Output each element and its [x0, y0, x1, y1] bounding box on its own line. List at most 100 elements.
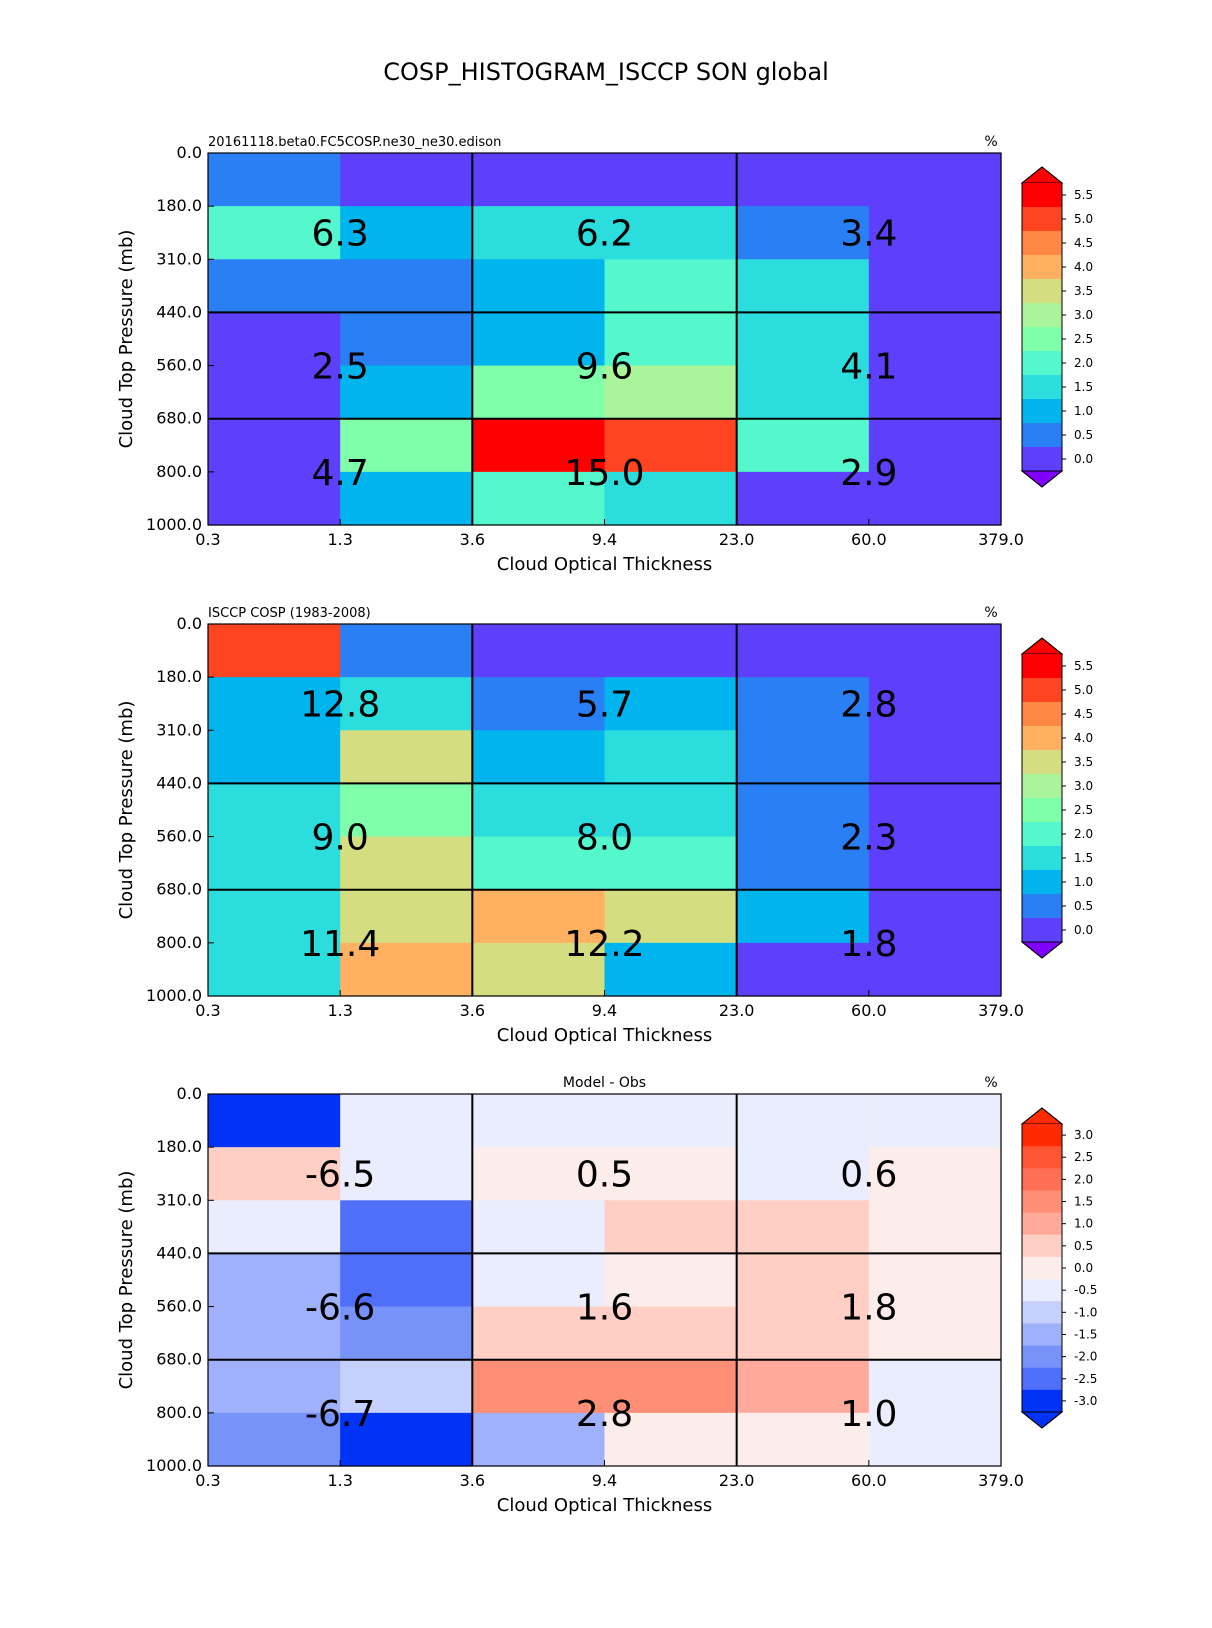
colorbar-tick-label: 2.5: [1074, 803, 1093, 817]
heatmap-cell: [604, 1253, 738, 1308]
colorbar-segment: [1022, 351, 1062, 376]
block-value-label: 6.2: [576, 214, 633, 255]
heatmap-cell: [604, 206, 738, 260]
heatmap-cell: [208, 889, 341, 944]
heatmap-cell: [868, 1359, 1002, 1414]
heatmap-cell: [736, 259, 870, 314]
heatmap-cell: [736, 153, 870, 207]
heatmap-cell: [604, 1147, 738, 1201]
units-label: %: [984, 1075, 997, 1091]
y-tick-label: 560.0: [156, 827, 202, 846]
block-value-label: 12.2: [564, 924, 644, 965]
heatmap-cell: [736, 1200, 870, 1255]
colorbar-segment: [1022, 750, 1062, 775]
heatmap-cell: [736, 1306, 870, 1361]
heatmap-cell: [472, 942, 606, 997]
colorbar-tick-label: 0.5: [1074, 428, 1093, 442]
block-value-label: 8.0: [576, 818, 633, 859]
heatmap-cell: [472, 677, 606, 731]
heatmap-cell: [208, 153, 341, 207]
colorbar-segment: [1022, 678, 1062, 703]
heatmap-cell: [604, 1200, 738, 1255]
block-value-label: 6.3: [312, 214, 369, 255]
block-value-label: 1.8: [840, 1288, 897, 1329]
heatmap-cell: [472, 1306, 606, 1361]
block-value-label: 11.4: [300, 924, 380, 965]
colorbar-tick-label: 5.0: [1074, 683, 1093, 697]
heatmap-cell: [208, 259, 341, 314]
heatmap-cell: [868, 153, 1002, 207]
heatmap-cell: [472, 365, 606, 420]
x-axis-label: Cloud Optical Thickness: [497, 554, 712, 575]
y-axis-label: Cloud Top Pressure (mb): [116, 1171, 137, 1390]
colorbar-segment: [1022, 423, 1062, 448]
heatmap-cell: [340, 312, 473, 367]
heatmap-cell: [472, 471, 606, 526]
colorbar-segment: [1022, 303, 1062, 328]
block-value-label: 12.8: [300, 685, 380, 726]
x-axis-label: Cloud Optical Thickness: [497, 1025, 712, 1046]
heatmap-cell: [472, 624, 606, 678]
colorbar-segment: [1022, 870, 1062, 895]
colorbar-segment: [1022, 1212, 1062, 1236]
heatmap-cell: [868, 206, 1002, 260]
heatmap-cell: [868, 259, 1002, 314]
heatmap-cell: [736, 471, 870, 526]
y-tick-label: 180.0: [156, 1137, 202, 1156]
colorbar-tick-label: 4.5: [1074, 707, 1093, 721]
heatmap-cell: [604, 730, 738, 785]
colorbar-tick-label: 0.0: [1074, 1261, 1093, 1275]
colorbar-under-extension: [1020, 470, 1064, 488]
colorbar-segment: [1022, 327, 1062, 352]
colorbar-tick-label: 3.0: [1074, 779, 1093, 793]
heatmap-cell: [868, 471, 1002, 526]
x-tick-label: 3.6: [460, 530, 485, 549]
x-tick-label: 379.0: [978, 1471, 1024, 1490]
y-tick-label: 180.0: [156, 667, 202, 686]
x-tick-label: 0.3: [195, 1471, 220, 1490]
x-tick-label: 9.4: [592, 530, 617, 549]
block-value-label: 5.7: [576, 685, 633, 726]
colorbar-segment: [1022, 894, 1062, 919]
heatmap-cell: [208, 1306, 341, 1361]
x-tick-label: 60.0: [851, 1471, 887, 1490]
block-value-label: 1.6: [576, 1288, 633, 1329]
colorbar-segment: [1022, 255, 1062, 280]
heatmap-cell: [208, 1094, 341, 1148]
colorbar-segment: [1022, 654, 1062, 679]
heatmap-cell: [472, 730, 606, 785]
heatmap-cell: [604, 471, 738, 526]
panel-title: Model - Obs: [563, 1075, 646, 1091]
panel-title: 20161118.beta0.FC5COSP.ne30_ne30.edison: [208, 135, 501, 150]
heatmap-cell: [736, 1147, 870, 1201]
colorbar-segment: [1022, 918, 1062, 943]
heatmap-cell: [340, 418, 473, 473]
y-tick-label: 680.0: [156, 409, 202, 428]
colorbar-segment: [1022, 1168, 1062, 1191]
block-value-label: 4.7: [312, 453, 369, 494]
colorbar-segment: [1022, 1190, 1062, 1214]
colorbar-outline: [1021, 637, 1063, 959]
colorbar-tick-label: 3.0: [1074, 1128, 1093, 1142]
block-value-label: 4.1: [840, 347, 897, 388]
colorbar-segment: [1022, 798, 1062, 823]
colorbar-tick-label: -2.0: [1074, 1350, 1097, 1364]
heatmap-cell: [472, 259, 606, 314]
colorbar-segment: [1022, 1279, 1062, 1302]
colorbar-segment: [1022, 1323, 1062, 1347]
colorbar-segment: [1022, 702, 1062, 727]
colorbar-tick-label: 1.0: [1074, 404, 1093, 418]
heatmap-cell: [604, 418, 738, 473]
heatmap-cell: [208, 471, 341, 526]
colorbar-tick-label: -1.0: [1074, 1305, 1097, 1319]
x-axis-label: Cloud Optical Thickness: [497, 1495, 712, 1516]
colorbar-segment: [1022, 1124, 1062, 1147]
block-value-label: 2.8: [576, 1394, 633, 1435]
colorbar-tick-label: 2.5: [1074, 332, 1093, 346]
x-tick-label: 1.3: [327, 530, 352, 549]
colorbar-segment: [1022, 207, 1062, 232]
block-value-label: 0.5: [576, 1155, 633, 1196]
heatmap-cell: [340, 1147, 473, 1201]
heatmap-cell: [340, 471, 473, 526]
colorbar-tick-label: -2.5: [1074, 1372, 1097, 1386]
